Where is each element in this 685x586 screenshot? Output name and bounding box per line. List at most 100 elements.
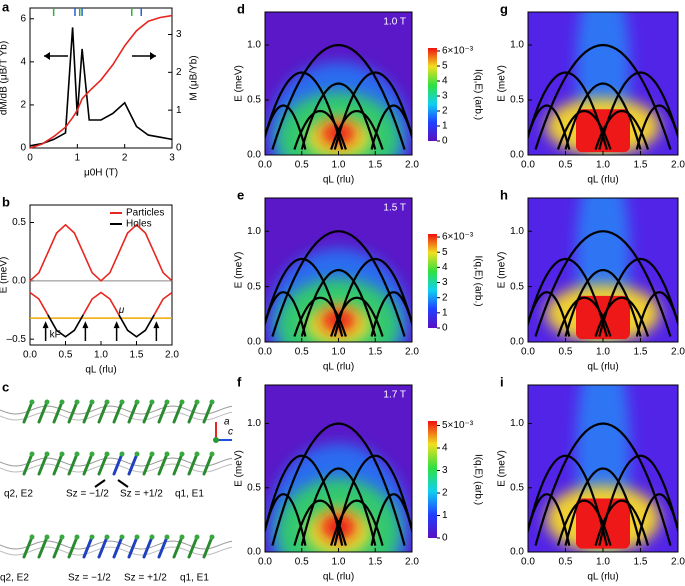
spin-head	[209, 399, 215, 405]
x-tick-label: 1.5	[634, 557, 648, 568]
x-tick-label: 0	[27, 153, 33, 164]
chain	[0, 546, 233, 556]
colorbar-label: I(q,E) (arb.)	[472, 255, 483, 306]
x-tick-label: 0.5	[559, 557, 573, 568]
colorbar-tick-label: 1	[442, 510, 448, 521]
x-tick-label: 1.5	[130, 350, 144, 361]
x-axis-label: qL (rlu)	[323, 572, 354, 583]
spin-head	[209, 534, 215, 540]
x-tick-label: 1.5	[368, 347, 382, 358]
spin-head	[179, 451, 185, 457]
spin	[202, 535, 214, 559]
heatmap	[528, 12, 678, 155]
y-axis-label: E (meV)	[497, 252, 508, 289]
spin	[127, 452, 139, 476]
x-tick-label: 0.0	[521, 160, 535, 171]
panel-label: i	[500, 374, 504, 389]
x-tick-label: 2.0	[405, 347, 419, 358]
heatmap	[265, 198, 412, 342]
spin	[52, 535, 64, 559]
kf-label: kF	[50, 330, 61, 341]
field-label: 1.7 T	[383, 390, 406, 401]
spin	[52, 400, 64, 424]
x-tick-label: 2.0	[165, 350, 179, 361]
spin-head	[179, 534, 185, 540]
panel-label: e	[237, 187, 244, 202]
x-tick-label: 1.0	[596, 557, 610, 568]
spin-head	[119, 451, 125, 457]
x-tick-label: 1.0	[94, 350, 108, 361]
model-curve	[598, 257, 678, 337]
x-tick-label: 0.5	[295, 347, 309, 358]
legend-label: Particles	[126, 208, 164, 219]
x-tick-label: 2.0	[405, 160, 419, 171]
spin	[67, 535, 79, 559]
x-axis-label: qL (rlu)	[323, 362, 354, 373]
model-curve	[556, 499, 612, 546]
y-tick-label: 0	[20, 143, 26, 154]
kf-arrowhead	[113, 321, 120, 329]
model-curve	[635, 493, 678, 546]
spin	[172, 400, 184, 424]
spin-head	[59, 451, 65, 457]
panel-label: a	[2, 0, 10, 14]
colorbar-tick-label: 0	[442, 323, 448, 334]
y-tick-label: 1.0	[510, 226, 524, 237]
colorbar	[428, 48, 437, 141]
spin	[202, 400, 214, 424]
spin	[112, 400, 124, 424]
colorbar-tick-label: 2	[442, 292, 448, 303]
x-tick-label: 2.0	[671, 347, 685, 358]
x-axis-label: qL (rlu)	[587, 362, 618, 373]
spin-head	[134, 534, 140, 540]
spin	[97, 400, 109, 424]
spin-head	[119, 399, 125, 405]
x-tick-label: 0.0	[521, 557, 535, 568]
model-curve	[528, 454, 608, 546]
y-tick-label: 0.0	[12, 275, 26, 286]
excitation-label: q2, E2	[4, 489, 33, 500]
model-curve	[528, 104, 571, 150]
spin	[187, 535, 199, 559]
colorbar-tick-label: 2	[442, 488, 448, 499]
plot-frame	[29, 7, 173, 149]
colorbar-label: I(q,E) (arb.)	[472, 69, 483, 120]
spin-head	[44, 399, 50, 405]
colorbar-label: I(q,E) (arb.)	[472, 454, 483, 505]
y-tick-label: 1.0	[247, 418, 261, 429]
y-axis-label: E (meV)	[0, 257, 10, 294]
x-axis-label: qL (rlu)	[587, 175, 618, 186]
y-axis-label: E (meV)	[497, 65, 508, 102]
colorbar-tick-label: 3	[442, 465, 448, 476]
y-tick-label: 0.5	[510, 95, 524, 106]
spin	[37, 400, 49, 424]
model-curve	[265, 257, 344, 337]
spin	[202, 452, 214, 476]
panel-label: g	[500, 1, 508, 16]
x-tick-label: 2.0	[671, 160, 685, 171]
model-curve	[594, 499, 650, 546]
colorbar	[428, 234, 437, 328]
x-axis-label: μ0H (T)	[84, 168, 118, 179]
model-curve	[594, 296, 650, 337]
x-tick-label: 0.0	[258, 557, 272, 568]
series-line	[47, 314, 155, 338]
x-tick-label: 0.5	[59, 350, 73, 361]
model-curve	[293, 109, 347, 150]
model-curve	[556, 109, 612, 150]
spin-head	[104, 451, 110, 457]
colorbar-tick-label: 6×10⁻³	[442, 46, 474, 57]
spin-head	[44, 534, 50, 540]
model-curve	[271, 230, 406, 337]
spin-head	[104, 534, 110, 540]
y-tick-label: 0.0	[247, 150, 261, 161]
y-tick-label: –0.5	[7, 334, 27, 345]
heatmap	[528, 198, 678, 342]
colorbar-tick-label: 3	[442, 91, 448, 102]
kf-arrowhead	[42, 321, 49, 329]
spin-head	[164, 534, 170, 540]
spin-head	[89, 399, 95, 405]
y-tick-label: 2	[20, 100, 26, 111]
spin-head	[74, 451, 80, 457]
spin	[172, 535, 184, 559]
